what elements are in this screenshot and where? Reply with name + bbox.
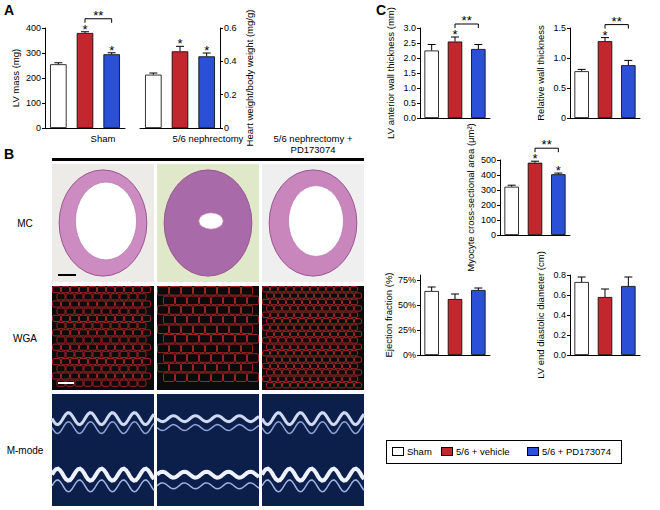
html-text:5/6 nephrectomy + PD173074: 5/6 nephrectomy + PD173074: [273, 133, 353, 155]
html-text:MC: MC: [17, 217, 33, 229]
svg-text:100: 100: [26, 98, 41, 108]
svg-text:2.0: 2.0: [403, 53, 416, 63]
svg-text:500: 500: [481, 155, 496, 165]
svg-text:*: *: [532, 151, 537, 166]
svg-text:3.0: 3.0: [403, 23, 416, 33]
svg-text:**: **: [612, 14, 622, 29]
svg-text:300: 300: [26, 48, 41, 58]
svg-text:0%: 0%: [403, 350, 416, 360]
svg-text:LV mass (mg): LV mass (mg): [10, 49, 21, 107]
html-text:A: A: [4, 2, 15, 18]
html-text:WGA: WGA: [13, 332, 37, 344]
svg-text:0.2: 0.2: [224, 90, 237, 100]
svg-text:**: **: [93, 8, 103, 23]
svg-text:25%: 25%: [398, 325, 416, 335]
svg-text:400: 400: [26, 23, 41, 33]
svg-text:LV end diastolic diameter (cm): LV end diastolic diameter (cm): [535, 251, 546, 379]
svg-text:0.4: 0.4: [553, 310, 566, 320]
svg-text:1.5: 1.5: [403, 68, 416, 78]
svg-text:1.0: 1.0: [403, 83, 416, 93]
svg-text:0.6: 0.6: [553, 290, 566, 300]
html-text:Sham: Sham: [407, 446, 432, 457]
svg-text:0: 0: [224, 123, 229, 133]
html-text:5/6 + vehicle: 5/6 + vehicle: [456, 446, 510, 457]
svg-text:0: 0: [491, 230, 496, 240]
svg-text:0: 0: [36, 123, 41, 133]
svg-text:*: *: [82, 22, 87, 37]
svg-text:*: *: [556, 163, 561, 178]
html-text:C: C: [376, 2, 387, 18]
svg-text:*: *: [602, 28, 607, 43]
svg-text:0.4: 0.4: [224, 56, 237, 66]
svg-text:0.8: 0.8: [553, 270, 566, 280]
svg-text:Ejection fraction (%): Ejection fraction (%): [383, 272, 394, 357]
svg-text:*: *: [204, 43, 209, 58]
svg-text:**: **: [542, 137, 552, 152]
html-text:Sham: Sham: [90, 133, 116, 144]
svg-text:1.5: 1.5: [553, 23, 566, 33]
html-text:5/6 nephrectomy: 5/6 nephrectomy: [172, 133, 244, 144]
svg-text:0: 0: [561, 113, 566, 123]
svg-text:*: *: [452, 27, 457, 42]
svg-text:0.5: 0.5: [403, 98, 416, 108]
svg-text:200: 200: [481, 200, 496, 210]
svg-text:*: *: [109, 43, 114, 58]
svg-text:1.0: 1.0: [553, 53, 566, 63]
svg-text:0.2: 0.2: [553, 330, 566, 340]
svg-text:400: 400: [481, 170, 496, 180]
svg-text:200: 200: [26, 73, 41, 83]
svg-text:0.6: 0.6: [224, 23, 237, 33]
svg-text:0.0: 0.0: [403, 113, 416, 123]
svg-text:Relative wall thickness: Relative wall thickness: [535, 25, 546, 121]
svg-text:300: 300: [481, 185, 496, 195]
html-text:B: B: [4, 146, 15, 162]
svg-text:75%: 75%: [398, 275, 416, 285]
svg-text:100: 100: [481, 215, 496, 225]
html-text:5/6 + PD173074: 5/6 + PD173074: [542, 446, 611, 457]
svg-text:50%: 50%: [398, 300, 416, 310]
svg-text:2.5: 2.5: [403, 38, 416, 48]
html-text:M-mode: M-mode: [6, 444, 44, 456]
svg-text:*: *: [177, 36, 182, 51]
svg-text:0.0: 0.0: [553, 350, 566, 360]
svg-text:**: **: [462, 13, 472, 28]
svg-text:0.5: 0.5: [553, 83, 566, 93]
svg-text:Heart weight/body weight (mg/g: Heart weight/body weight (mg/g): [244, 10, 255, 147]
svg-text:Myocyte cross-sectional area (: Myocyte cross-sectional area (μm²): [465, 123, 476, 272]
svg-text:LV anterior wall thickness (mm: LV anterior wall thickness (mm): [385, 7, 396, 139]
